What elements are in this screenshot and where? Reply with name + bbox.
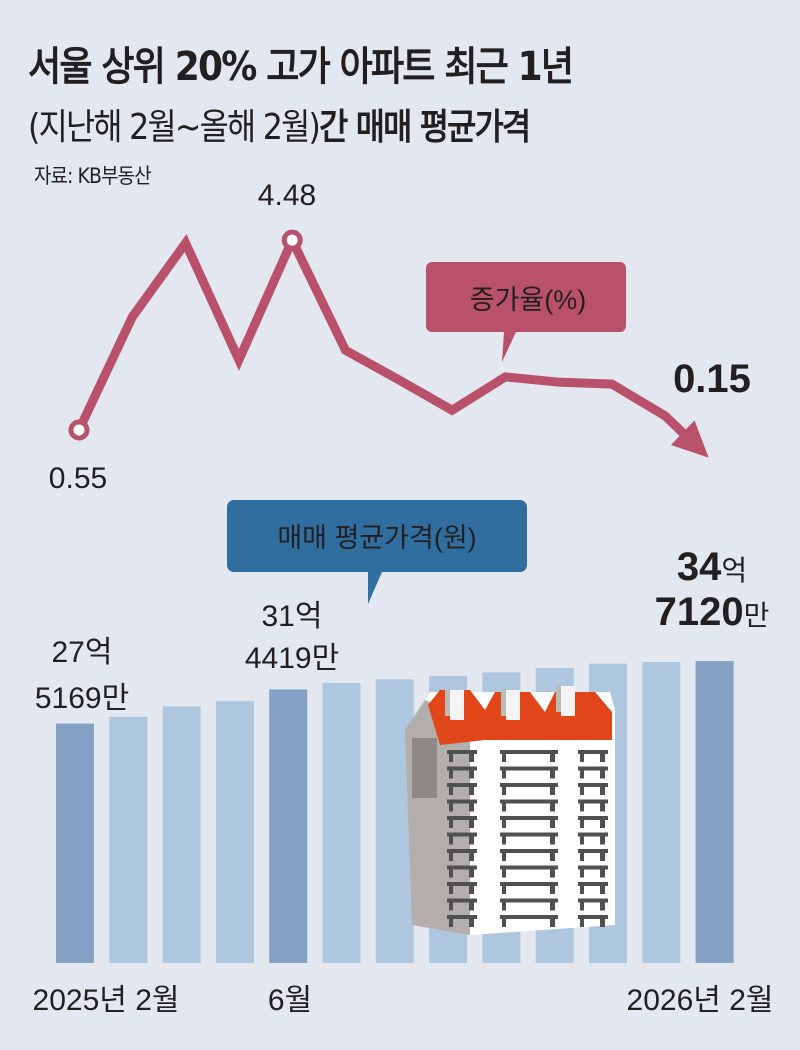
- bar-callout-box: [227, 500, 527, 604]
- bar-label-start-eok: 27억: [52, 636, 113, 669]
- x-tick-label: 2025년 2월: [33, 984, 180, 1017]
- line-label-end: 0.15: [673, 357, 751, 401]
- x-tick-label: 2026년 2월: [627, 984, 774, 1017]
- line-path: [74, 229, 689, 439]
- bar: [109, 716, 148, 963]
- bar: [695, 661, 734, 963]
- subtitle-bold: 간 매매 평균가격: [319, 107, 531, 148]
- line-series: [68, 229, 709, 458]
- bar: [322, 682, 361, 963]
- bar-series: [56, 661, 734, 963]
- line-callout-box: [426, 262, 626, 362]
- apartment-illustration: [405, 686, 615, 935]
- source-note: 자료: KB부동산: [34, 164, 151, 188]
- bar-label-start-man: 5169만: [35, 682, 129, 715]
- bar-label-end-man: 7120만: [655, 590, 770, 634]
- line-label-peak: 4.48: [258, 179, 316, 212]
- line-marker: [281, 229, 303, 251]
- bar: [56, 723, 94, 963]
- bar-label-june-eok: 31억: [262, 600, 323, 633]
- bar-callout-label: 매매 평균가격(원): [277, 523, 476, 553]
- bar-label-end-eok: 34억: [677, 545, 747, 589]
- line-label-start: 0.55: [49, 462, 107, 495]
- bar: [269, 689, 308, 963]
- arrow-head: [670, 420, 709, 458]
- bar-label-june-man: 4419만: [245, 642, 339, 675]
- line-marker: [68, 419, 90, 441]
- bar: [215, 701, 254, 963]
- bar: [375, 679, 414, 963]
- subtitle-period: (지난해 2월~올해 2월): [28, 107, 321, 148]
- bar: [642, 661, 681, 963]
- chart-title: 서울 상위 20% 고가 아파트 최근 1년: [28, 44, 574, 90]
- chart-subtitle: (지난해 2월~올해 2월)간 매매 평균가격: [28, 98, 531, 150]
- bar: [162, 706, 201, 963]
- line-callout-label: 증가율(%): [470, 285, 587, 315]
- x-tick-label: 6월: [268, 984, 312, 1017]
